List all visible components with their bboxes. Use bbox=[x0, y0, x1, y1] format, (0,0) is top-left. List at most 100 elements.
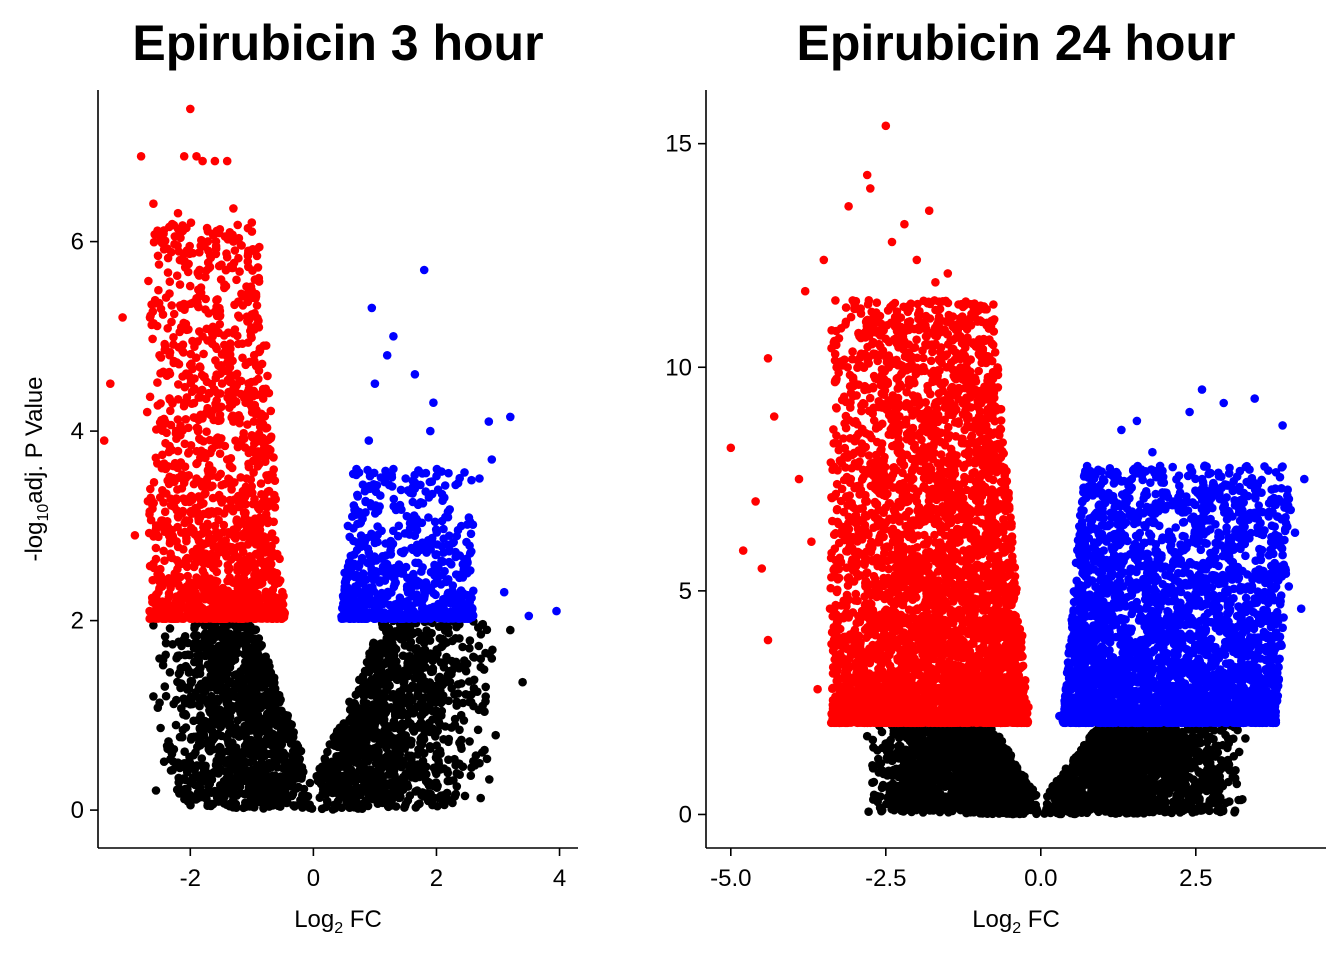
data-point bbox=[428, 724, 438, 733]
data-point bbox=[437, 642, 447, 651]
data-point bbox=[485, 775, 494, 784]
data-point bbox=[154, 565, 164, 575]
data-point bbox=[269, 517, 279, 527]
data-point bbox=[190, 384, 199, 393]
data-point bbox=[450, 754, 459, 764]
data-point bbox=[441, 577, 451, 587]
data-point bbox=[345, 738, 354, 748]
data-point bbox=[205, 262, 215, 272]
x-tick-label: 4 bbox=[553, 865, 566, 892]
data-point bbox=[151, 543, 161, 553]
data-point bbox=[223, 576, 232, 586]
data-point bbox=[268, 681, 278, 691]
data-point bbox=[250, 494, 259, 504]
data-point bbox=[387, 801, 396, 810]
data-point bbox=[247, 606, 257, 616]
data-point bbox=[145, 509, 154, 519]
data-point bbox=[444, 540, 454, 550]
data-point bbox=[215, 674, 225, 683]
data-point bbox=[267, 740, 276, 750]
data-point bbox=[165, 222, 174, 232]
data-point bbox=[466, 771, 476, 780]
data-point bbox=[487, 654, 497, 663]
data-point bbox=[185, 281, 195, 291]
data-point bbox=[192, 631, 202, 640]
data-point bbox=[155, 351, 164, 360]
data-point bbox=[163, 268, 173, 277]
data-point bbox=[335, 724, 345, 733]
data-point bbox=[156, 723, 165, 733]
data-point bbox=[356, 572, 365, 582]
data-point bbox=[196, 283, 206, 292]
data-point bbox=[158, 310, 168, 319]
data-point bbox=[328, 805, 338, 814]
data-point bbox=[380, 477, 390, 487]
data-point bbox=[235, 313, 244, 322]
data-point bbox=[182, 300, 192, 310]
data-point bbox=[222, 358, 232, 368]
data-point bbox=[476, 654, 486, 664]
data-point bbox=[175, 784, 185, 794]
data-point bbox=[428, 715, 437, 724]
data-point bbox=[281, 710, 290, 720]
data-point bbox=[161, 691, 171, 701]
data-point bbox=[179, 545, 188, 554]
data-point bbox=[238, 433, 248, 443]
data-point bbox=[99, 436, 109, 445]
data-point bbox=[272, 568, 281, 578]
data-point bbox=[251, 745, 261, 754]
data-point bbox=[192, 574, 202, 584]
data-point bbox=[254, 504, 264, 513]
data-point bbox=[349, 793, 358, 803]
data-point bbox=[247, 408, 257, 417]
data-point bbox=[267, 786, 276, 795]
data-point bbox=[237, 241, 246, 250]
data-point bbox=[404, 655, 413, 665]
data-point bbox=[192, 791, 202, 801]
data-point bbox=[192, 474, 201, 483]
data-point bbox=[206, 448, 215, 458]
data-point bbox=[248, 772, 257, 782]
data-point bbox=[436, 698, 446, 708]
data-point bbox=[271, 691, 281, 700]
data-point bbox=[204, 388, 214, 398]
data-point bbox=[178, 426, 187, 435]
data-point bbox=[173, 651, 182, 661]
data-point bbox=[230, 782, 239, 791]
data-point bbox=[174, 247, 184, 256]
data-point bbox=[172, 271, 182, 281]
data-point bbox=[365, 649, 374, 658]
data-point bbox=[174, 637, 183, 647]
data-point bbox=[328, 788, 337, 798]
chart-title: Epirubicin 3 hour bbox=[132, 15, 543, 71]
data-point bbox=[241, 643, 251, 653]
data-point bbox=[155, 577, 164, 587]
data-point bbox=[360, 666, 370, 676]
data-point bbox=[424, 513, 433, 522]
data-point bbox=[226, 613, 236, 623]
data-point bbox=[264, 709, 273, 719]
data-point bbox=[201, 549, 210, 558]
data-point bbox=[191, 353, 201, 363]
data-point bbox=[342, 587, 352, 597]
data-point bbox=[244, 783, 254, 792]
data-point bbox=[217, 480, 226, 490]
data-point bbox=[412, 481, 421, 491]
data-point bbox=[425, 636, 435, 645]
data-point bbox=[238, 339, 247, 349]
y-axis-label: -log10adj. P Value bbox=[21, 376, 52, 561]
data-point bbox=[377, 588, 387, 598]
y-tick-label: 4 bbox=[71, 418, 84, 445]
data-point bbox=[467, 763, 476, 772]
data-point bbox=[410, 370, 420, 379]
data-point bbox=[416, 545, 425, 555]
data-point bbox=[255, 673, 264, 683]
data-point bbox=[248, 245, 257, 254]
data-point bbox=[400, 801, 410, 811]
data-point bbox=[187, 732, 196, 742]
data-point bbox=[256, 578, 266, 588]
data-point bbox=[379, 715, 389, 724]
data-point bbox=[398, 568, 408, 577]
data-point bbox=[389, 464, 398, 474]
